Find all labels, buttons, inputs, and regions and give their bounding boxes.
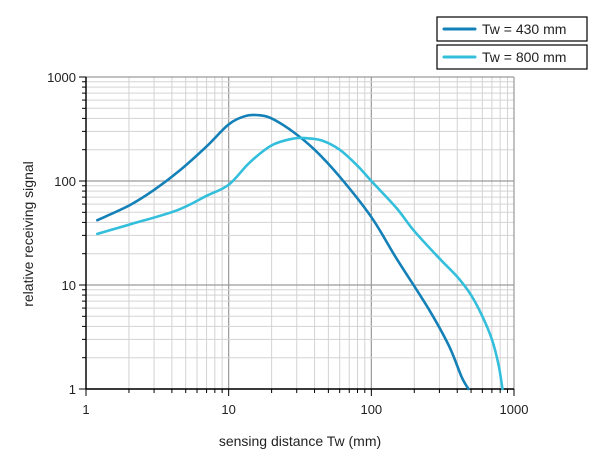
legend-label-tw430: Tw = 430 mm bbox=[482, 21, 566, 37]
series-lines bbox=[96, 113, 504, 391]
x-tick-label: 1000 bbox=[500, 402, 529, 417]
axes bbox=[79, 76, 515, 396]
grid bbox=[85, 76, 515, 390]
legend: Tw = 430 mm Tw = 800 mm bbox=[436, 16, 588, 70]
y-tick-label: 1000 bbox=[47, 70, 76, 85]
y-axis-label: relative receiving signal bbox=[20, 161, 36, 307]
series-line-tw800 bbox=[96, 136, 504, 391]
y-tick-label: 100 bbox=[54, 174, 76, 189]
tick-labels: 1 10 100 1000 1 10 100 1000 bbox=[47, 70, 528, 417]
series-line-tw430 bbox=[96, 113, 470, 391]
legend-label-tw800: Tw = 800 mm bbox=[482, 49, 566, 65]
x-tick-label: 1 bbox=[82, 402, 89, 417]
y-tick-label: 1 bbox=[69, 382, 76, 397]
x-axis-label: sensing distance Tw (mm) bbox=[219, 433, 381, 449]
x-tick-label: 100 bbox=[360, 402, 382, 417]
y-tick-label: 10 bbox=[62, 278, 76, 293]
x-tick-label: 10 bbox=[221, 402, 235, 417]
